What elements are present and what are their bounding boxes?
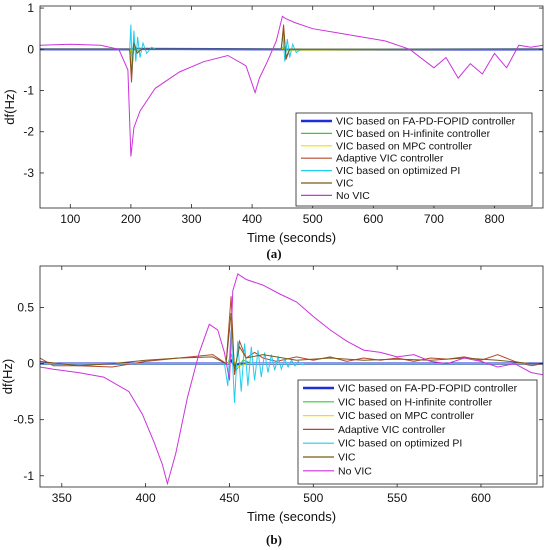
legend-entry: No VIC (338, 465, 372, 477)
x-tick-label: 800 (485, 212, 505, 226)
legend-entry: No VIC (336, 190, 370, 202)
legend-entry: VIC based on MPC controller (336, 140, 472, 152)
chart-b: 350 400 450 500 550 600 0.5 0 -0.5 -1 Time (second… (0, 265, 544, 547)
x-tick-label: 500 (303, 212, 323, 226)
legend-entry: Adaptive VIC controller (336, 153, 444, 165)
legend-entry: VIC based on optimized PI (336, 165, 460, 177)
y-axis-label: df(Hz) (2, 89, 17, 124)
axes-frame (39, 265, 544, 488)
legend-entry: VIC (338, 452, 356, 464)
x-tick-label: 200 (121, 212, 141, 226)
x-tick-label: 100 (60, 212, 80, 226)
x-axis-label: Time (seconds) (247, 509, 336, 524)
y-axis-label: df(Hz) (0, 359, 15, 394)
legend-entry: VIC (336, 178, 354, 190)
x-tick-label: 300 (181, 212, 201, 226)
legend-entry: Adaptive VIC controller (338, 424, 446, 436)
series-group (40, 273, 543, 486)
chart-a: 100 200 300 400 500 600 700 800 1 0 -1 -2 -3 Time (se… (2, 1, 544, 261)
x-tick-label: 350 (52, 491, 72, 505)
legend-entry: VIC based on H-infinite controller (336, 128, 491, 140)
x-axis-label: Time (seconds) (247, 230, 336, 245)
figure-caption: (a) (266, 246, 281, 261)
figure-caption: (b) (266, 532, 282, 547)
legend-entry: VIC based on MPC controller (338, 410, 474, 422)
y-tick-label: 0.5 (17, 301, 34, 315)
x-tick-label: 450 (219, 491, 239, 505)
legend-box (297, 379, 538, 485)
y-tick-label: -2 (23, 125, 34, 139)
x-tick-label: 600 (363, 212, 383, 226)
axes-frame (39, 5, 544, 209)
series-line (40, 273, 543, 486)
legend-entry: VIC based on H-infinite controller (338, 396, 493, 408)
y-tick-label: -0.5 (13, 413, 34, 427)
legend-entry: VIC based on FA-PD-FOPID controller (336, 116, 516, 128)
y-tick-label: -1 (23, 84, 34, 98)
y-tick-label: 0 (27, 357, 34, 371)
x-tick-label: 400 (242, 212, 262, 226)
legend-box (295, 112, 533, 207)
series-group (40, 15, 543, 157)
y-tick-label: 1 (27, 1, 34, 15)
x-tick-label: 500 (303, 491, 323, 505)
legend-entry: VIC based on FA-PD-FOPID controller (338, 383, 518, 395)
x-tick-label: 400 (136, 491, 156, 505)
x-tick-label: 700 (424, 212, 444, 226)
y-tick-label: -3 (23, 166, 34, 180)
y-tick-label: 0 (27, 42, 34, 56)
series-line (40, 313, 543, 370)
x-tick-label: 600 (471, 491, 491, 505)
series-line (40, 28, 543, 75)
series-line (40, 15, 543, 157)
y-tick-label: -1 (23, 469, 34, 483)
series-line (40, 329, 543, 403)
legend-entry: VIC based on optimized PI (338, 438, 462, 450)
x-tick-label: 550 (387, 491, 407, 505)
